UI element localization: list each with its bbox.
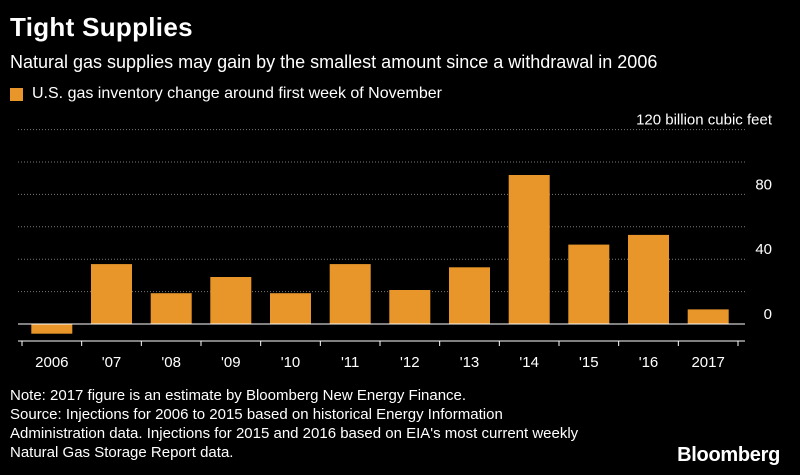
x-tick-label: '13: [460, 354, 480, 371]
bar: [508, 175, 550, 324]
x-tick-label: 2017: [691, 354, 724, 371]
source-line: Administration data. Injections for 2015…: [10, 425, 579, 442]
x-tick-label: 2006: [35, 354, 68, 371]
chart-subtitle: Natural gas supplies may gain by the sma…: [10, 52, 658, 72]
chart-title: Tight Supplies: [10, 12, 193, 42]
bar: [568, 244, 610, 324]
bar: [150, 293, 192, 324]
bar-chart: 2006 '07 '08 '09 '10 '11 '12 '13 '14 '15 '16 2017 0…: [18, 112, 773, 371]
x-tick-label: '07: [102, 354, 122, 371]
y-tick-label: 120 billion cubic feet: [636, 112, 773, 129]
bloomberg-logo: Bloomberg: [677, 444, 780, 466]
bar: [687, 309, 729, 324]
source-line: Source: Injections for 2006 to 2015 base…: [10, 406, 503, 423]
gridlines: [18, 129, 745, 293]
bar: [270, 293, 311, 324]
x-tick-label: '15: [579, 354, 599, 371]
x-axis: [18, 323, 745, 346]
note-line: Note: 2017 figure is an estimate by Bloo…: [10, 387, 467, 404]
bar: [449, 267, 490, 324]
legend: U.S. gas inventory change around first w…: [10, 85, 442, 103]
x-tick-label: '10: [281, 354, 301, 371]
x-tick-label: '09: [221, 354, 241, 371]
x-tick-labels: 2006 '07 '08 '09 '10 '11 '12 '13 '14 '15 '16 2017: [35, 354, 725, 371]
y-tick-label: 0: [764, 306, 772, 323]
legend-label: U.S. gas inventory change around first w…: [32, 85, 442, 102]
footnotes: Note: 2017 figure is an estimate by Bloo…: [10, 386, 578, 462]
bars: [31, 175, 729, 334]
source-line: Natural Gas Storage Report data.: [10, 444, 234, 461]
bar: [329, 264, 371, 324]
bar: [210, 277, 252, 324]
y-tick-label: 40: [755, 241, 772, 258]
x-tick-label: '14: [519, 354, 539, 371]
bar: [389, 290, 431, 324]
bar: [31, 324, 73, 334]
x-tick-label: '12: [400, 354, 420, 371]
legend-swatch: [10, 87, 23, 101]
bar: [91, 264, 132, 324]
y-tick-labels: 0 40 80 120 billion cubic feet: [636, 112, 773, 323]
x-tick-label: '16: [639, 354, 659, 371]
y-tick-label: 80: [755, 176, 772, 193]
x-tick-label: '11: [341, 354, 359, 371]
x-tick-label: '08: [161, 354, 181, 371]
bar: [628, 234, 669, 324]
